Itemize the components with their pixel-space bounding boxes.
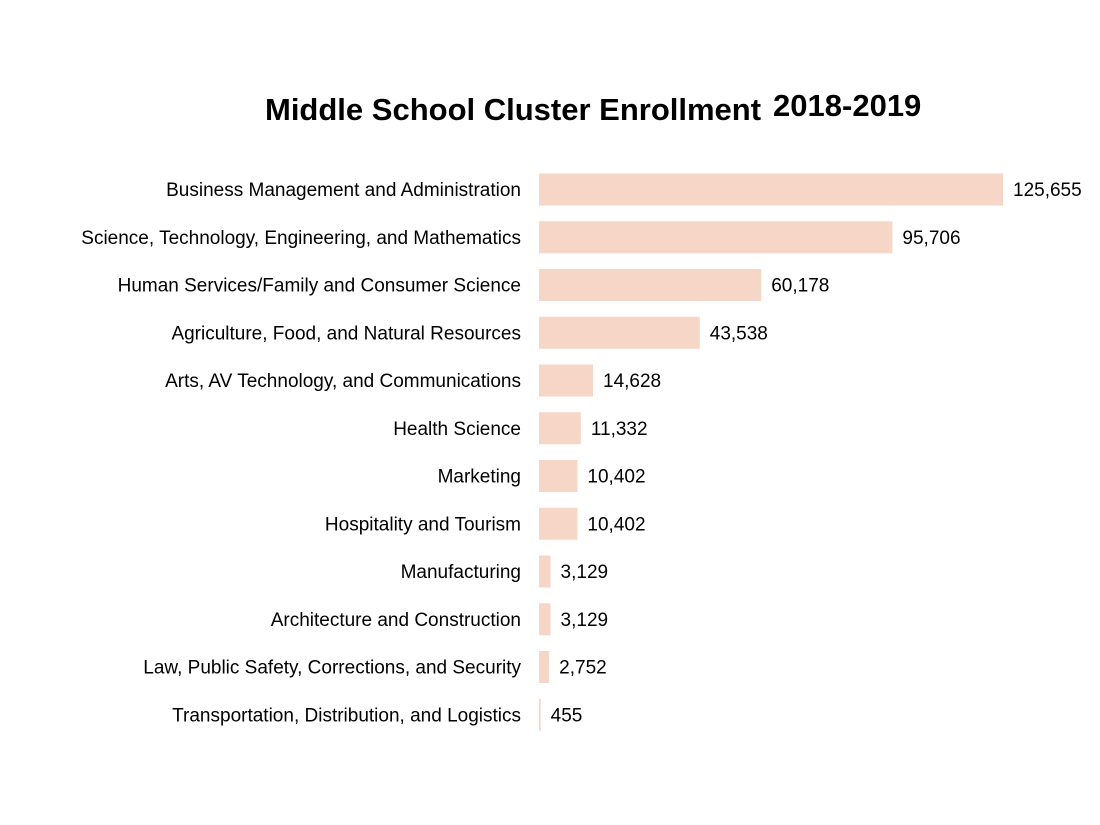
category-label: Transportation, Distribution, and Logist… (172, 705, 521, 726)
value-label: 95,706 (902, 228, 960, 249)
category-label: Human Services/Family and Consumer Scien… (118, 276, 521, 297)
value-label: 11,332 (591, 419, 648, 440)
bar (539, 698, 541, 731)
bar (539, 412, 581, 445)
chart-title-year: 2018-2019 (773, 88, 922, 123)
category-label: Law, Public Safety, Corrections, and Sec… (143, 658, 521, 679)
category-label: Health Science (393, 419, 521, 440)
bar (539, 460, 578, 492)
category-label: Science, Technology, Engineering, and Ma… (81, 228, 521, 249)
chart-title: Middle School Cluster Enrollment 2018-201… (265, 90, 921, 127)
category-label: Hospitality and Tourism (325, 514, 521, 535)
bar (539, 269, 762, 301)
bar (539, 555, 551, 588)
value-label: 455 (551, 705, 583, 726)
value-label: 60,178 (771, 276, 829, 297)
value-label: 14,628 (603, 371, 661, 392)
chart-title-main: Middle School Cluster Enrollment (265, 92, 762, 127)
bar (539, 651, 550, 683)
value-label: 3,129 (561, 610, 609, 631)
bar (539, 364, 594, 397)
bar (539, 221, 893, 254)
category-label: Business Management and Administration (166, 180, 521, 201)
value-label: 125,655 (1013, 180, 1082, 201)
value-label: 43,538 (710, 323, 768, 344)
bar (539, 507, 578, 540)
bar (539, 603, 551, 636)
category-label: Manufacturing (401, 562, 521, 583)
category-label: Arts, AV Technology, and Communications (165, 371, 521, 392)
value-label: 3,129 (561, 562, 609, 583)
category-label: Architecture and Construction (271, 610, 521, 631)
value-label: 10,402 (587, 514, 645, 535)
value-label: 10,402 (587, 467, 645, 488)
bar (539, 173, 1003, 206)
bar (539, 316, 700, 349)
category-label: Marketing (438, 467, 521, 488)
value-label: 2,752 (559, 658, 607, 679)
category-label: Agriculture, Food, and Natural Resources (171, 323, 521, 344)
